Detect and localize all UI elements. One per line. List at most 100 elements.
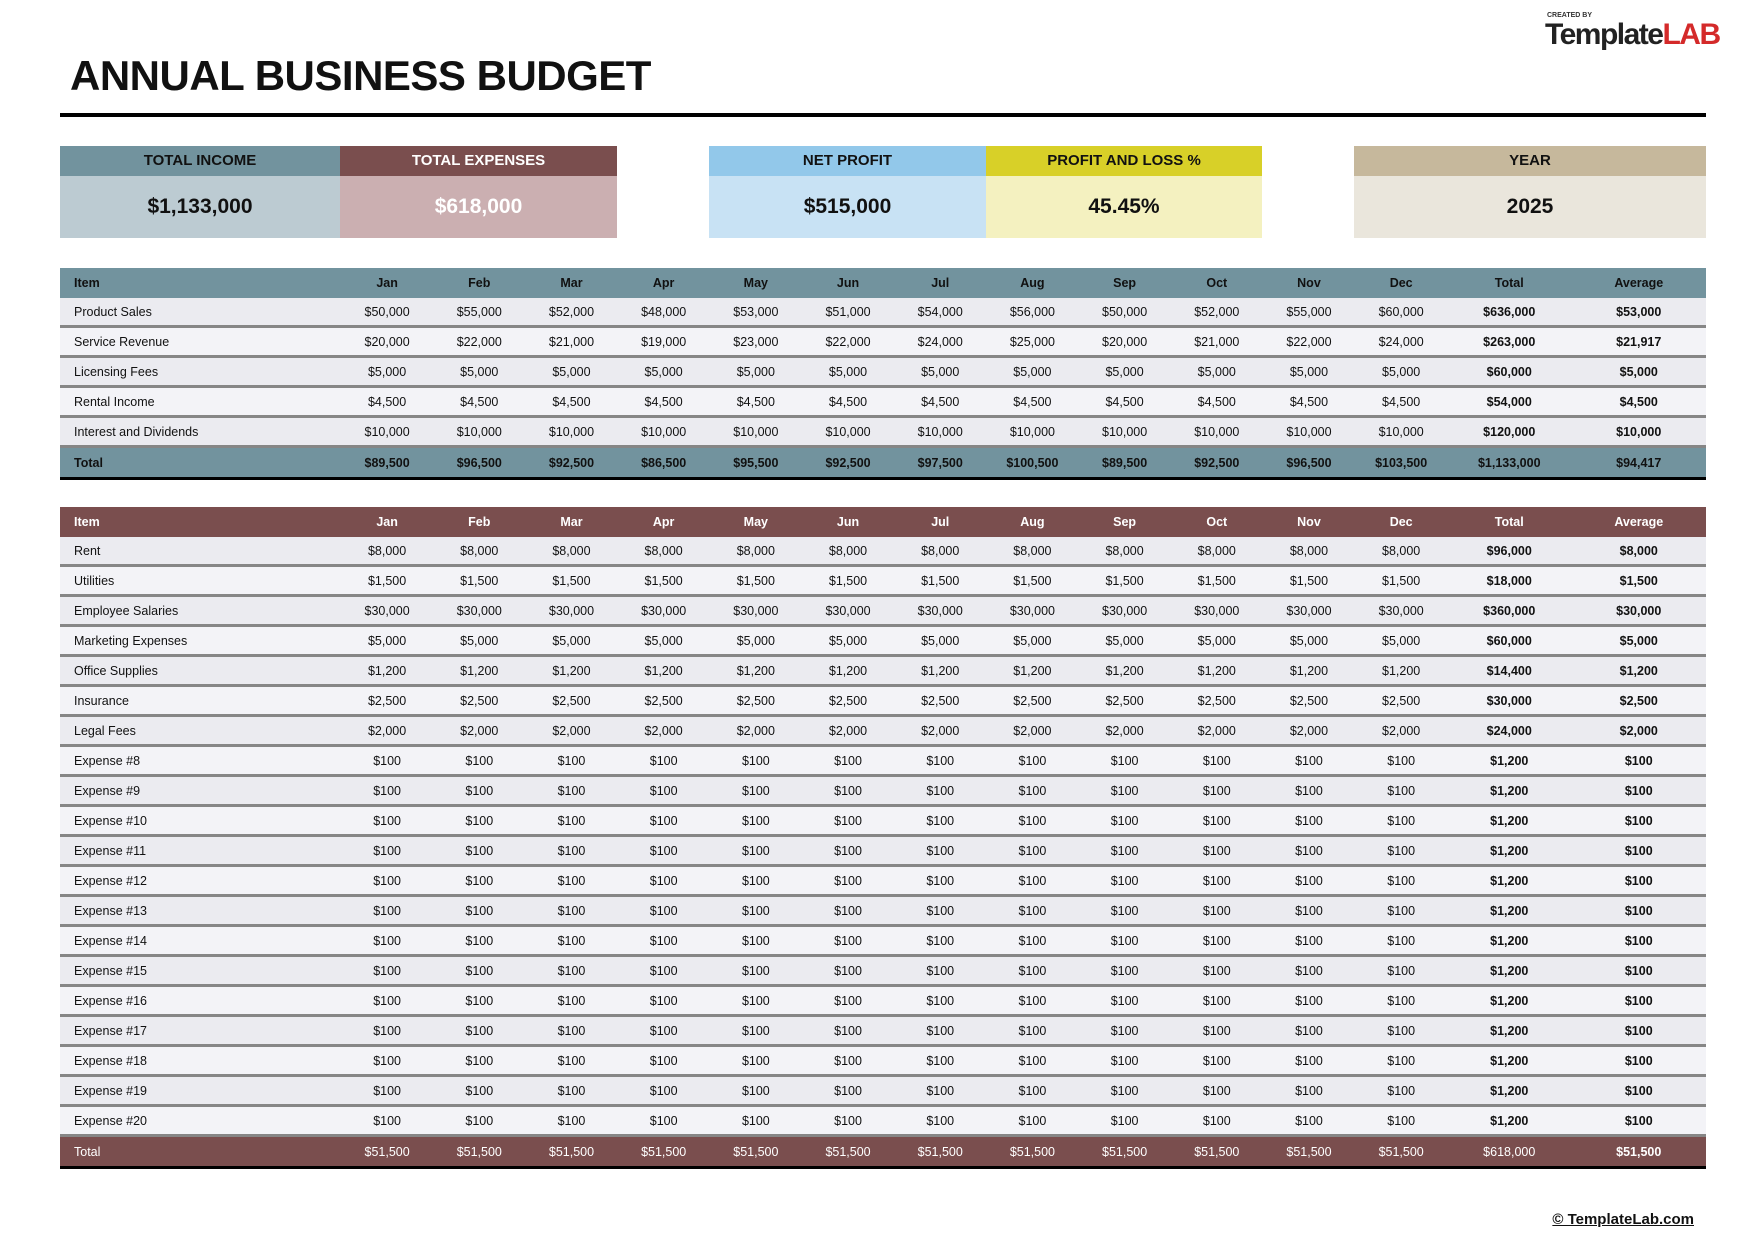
amount-cell: $100: [373, 843, 401, 858]
expenses-row: Expense #15 $100 $100 $100 $100 $100 $100 $100 $…: [60, 955, 1707, 986]
item-label: Product Sales: [74, 304, 152, 319]
expenses-total-row: Total $51,500 $51,500 $51,500 $51,500 $51,500…: [60, 1135, 1707, 1169]
amount-cell: $100: [1295, 873, 1323, 888]
amount-cell: $100: [926, 873, 955, 888]
amount-cell: $4,500: [1105, 394, 1144, 409]
amount-cell: $100: [1018, 1113, 1047, 1128]
total-cell: $86,500: [617, 446, 710, 480]
amount-cell: $2,500: [460, 693, 499, 708]
amount-cell: $100: [834, 903, 862, 918]
templatelab-link[interactable]: © TemplateLab.com: [1552, 1211, 1694, 1228]
amount-cell: $4,500: [1619, 394, 1658, 409]
amount-cell: $1,200: [1490, 993, 1529, 1008]
amount-cell: $100: [926, 963, 955, 978]
amount-cell: $1,200: [367, 663, 407, 678]
amount-cell: $100: [1018, 963, 1047, 978]
amount-cell: $100: [1387, 1083, 1416, 1098]
amount-cell: $30,000: [364, 603, 410, 618]
amount-cell: $2,500: [1382, 693, 1421, 708]
amount-cell: $100: [1295, 753, 1323, 768]
total-label: Total: [60, 1135, 341, 1169]
amount-cell: $100: [1018, 1053, 1047, 1068]
total-cell: $51,500: [1262, 1135, 1356, 1169]
amount-cell: $100: [649, 1053, 678, 1068]
amount-cell: $100: [834, 813, 862, 828]
amount-cell: $100: [557, 993, 586, 1008]
total-cell: $618,000: [1447, 1135, 1572, 1169]
amount-cell: $2,000: [367, 723, 407, 738]
expenses-row: Expense #16 $100 $100 $100 $100 $100 $100 $100 $…: [60, 985, 1707, 1016]
amount-cell: $100: [1295, 933, 1323, 948]
amount-cell: $100: [1295, 903, 1323, 918]
amount-cell: $5,000: [644, 633, 683, 648]
amount-cell: $100: [557, 1113, 586, 1128]
amount-cell: $1,200: [1490, 903, 1529, 918]
amount-cell: $100: [926, 933, 955, 948]
amount-cell: $100: [1295, 843, 1323, 858]
amount-cell: $100: [1202, 1083, 1231, 1098]
amount-cell: $100: [1110, 843, 1139, 858]
amount-cell: $100: [1018, 813, 1047, 828]
amount-cell: $2,500: [921, 693, 960, 708]
amount-cell: $8,000: [828, 543, 868, 558]
amount-cell: $5,000: [1289, 364, 1329, 379]
amount-cell: $100: [1295, 1083, 1323, 1098]
column-header: May: [743, 515, 768, 529]
amount-cell: $1,200: [828, 663, 868, 678]
amount-cell: $5,000: [736, 364, 775, 379]
amount-cell: $100: [1624, 873, 1653, 888]
amount-cell: $100: [1018, 903, 1047, 918]
amount-cell: $100: [1018, 783, 1047, 798]
amount-cell: $8,000: [460, 543, 499, 558]
amount-cell: $100: [1110, 903, 1139, 918]
amount-cell: $100: [926, 1023, 955, 1038]
amount-cell: $30,000: [456, 603, 502, 618]
amount-cell: $10,000: [364, 424, 410, 439]
item-label: Expense #16: [74, 993, 147, 1008]
amount-cell: $5,000: [367, 364, 407, 379]
expenses-row: Expense #10 $100 $100 $100 $100 $100 $100 $100 $…: [60, 805, 1707, 836]
amount-cell: $21,000: [1194, 334, 1240, 349]
amount-cell: $2,500: [736, 693, 775, 708]
amount-cell: $100: [1387, 1023, 1416, 1038]
amount-cell: $1,200: [1197, 663, 1236, 678]
amount-cell: $55,000: [456, 304, 502, 319]
amount-cell: $1,200: [1619, 663, 1658, 678]
amount-cell: $20,000: [1102, 334, 1148, 349]
amount-cell: $20,000: [364, 334, 410, 349]
amount-cell: $30,000: [1102, 603, 1148, 618]
column-header: Dec: [1389, 276, 1413, 290]
amount-cell: $56,000: [1009, 304, 1055, 319]
amount-cell: $1,500: [460, 573, 499, 588]
amount-cell: $5,000: [921, 364, 960, 379]
amount-cell: $8,000: [552, 543, 591, 558]
amount-cell: $8,000: [367, 543, 407, 558]
amount-cell: $10,000: [641, 424, 687, 439]
amount-cell: $2,000: [1105, 723, 1144, 738]
amount-cell: $1,200: [1490, 1083, 1529, 1098]
expenses-row: Expense #9 $100 $100 $100 $100 $100 $100 $100 $1…: [60, 775, 1707, 806]
column-header: Dec: [1389, 515, 1413, 529]
amount-cell: $100: [1624, 1113, 1653, 1128]
expenses-row: Marketing Expenses $5,000 $5,000 $5,000 $5,0…: [60, 625, 1707, 656]
amount-cell: $1,200: [1490, 1113, 1529, 1128]
amount-cell: $22,000: [456, 334, 502, 349]
amount-cell: $2,000: [736, 723, 775, 738]
column-header: Jul: [931, 515, 950, 529]
total-cell: $96,500: [1262, 446, 1356, 480]
amount-cell: $2,000: [1197, 723, 1236, 738]
amount-cell: $100: [834, 753, 862, 768]
amount-cell: $24,000: [1378, 334, 1424, 349]
item-label: Utilities: [74, 573, 115, 588]
amount-cell: $2,500: [1197, 693, 1236, 708]
column-header: Apr: [652, 276, 675, 290]
amount-cell: $8,000: [1013, 543, 1052, 558]
amount-cell: $100: [1018, 873, 1047, 888]
amount-cell: $100: [834, 1023, 862, 1038]
page-title: ANNUAL BUSINESS BUDGET: [70, 52, 651, 99]
amount-cell: $1,200: [1013, 663, 1052, 678]
income-row: Interest and Dividends $10,000 $10,000 $10,…: [60, 416, 1707, 447]
amount-cell: $100: [741, 753, 770, 768]
amount-cell: $100: [926, 813, 955, 828]
amount-cell: $1,500: [367, 573, 407, 588]
